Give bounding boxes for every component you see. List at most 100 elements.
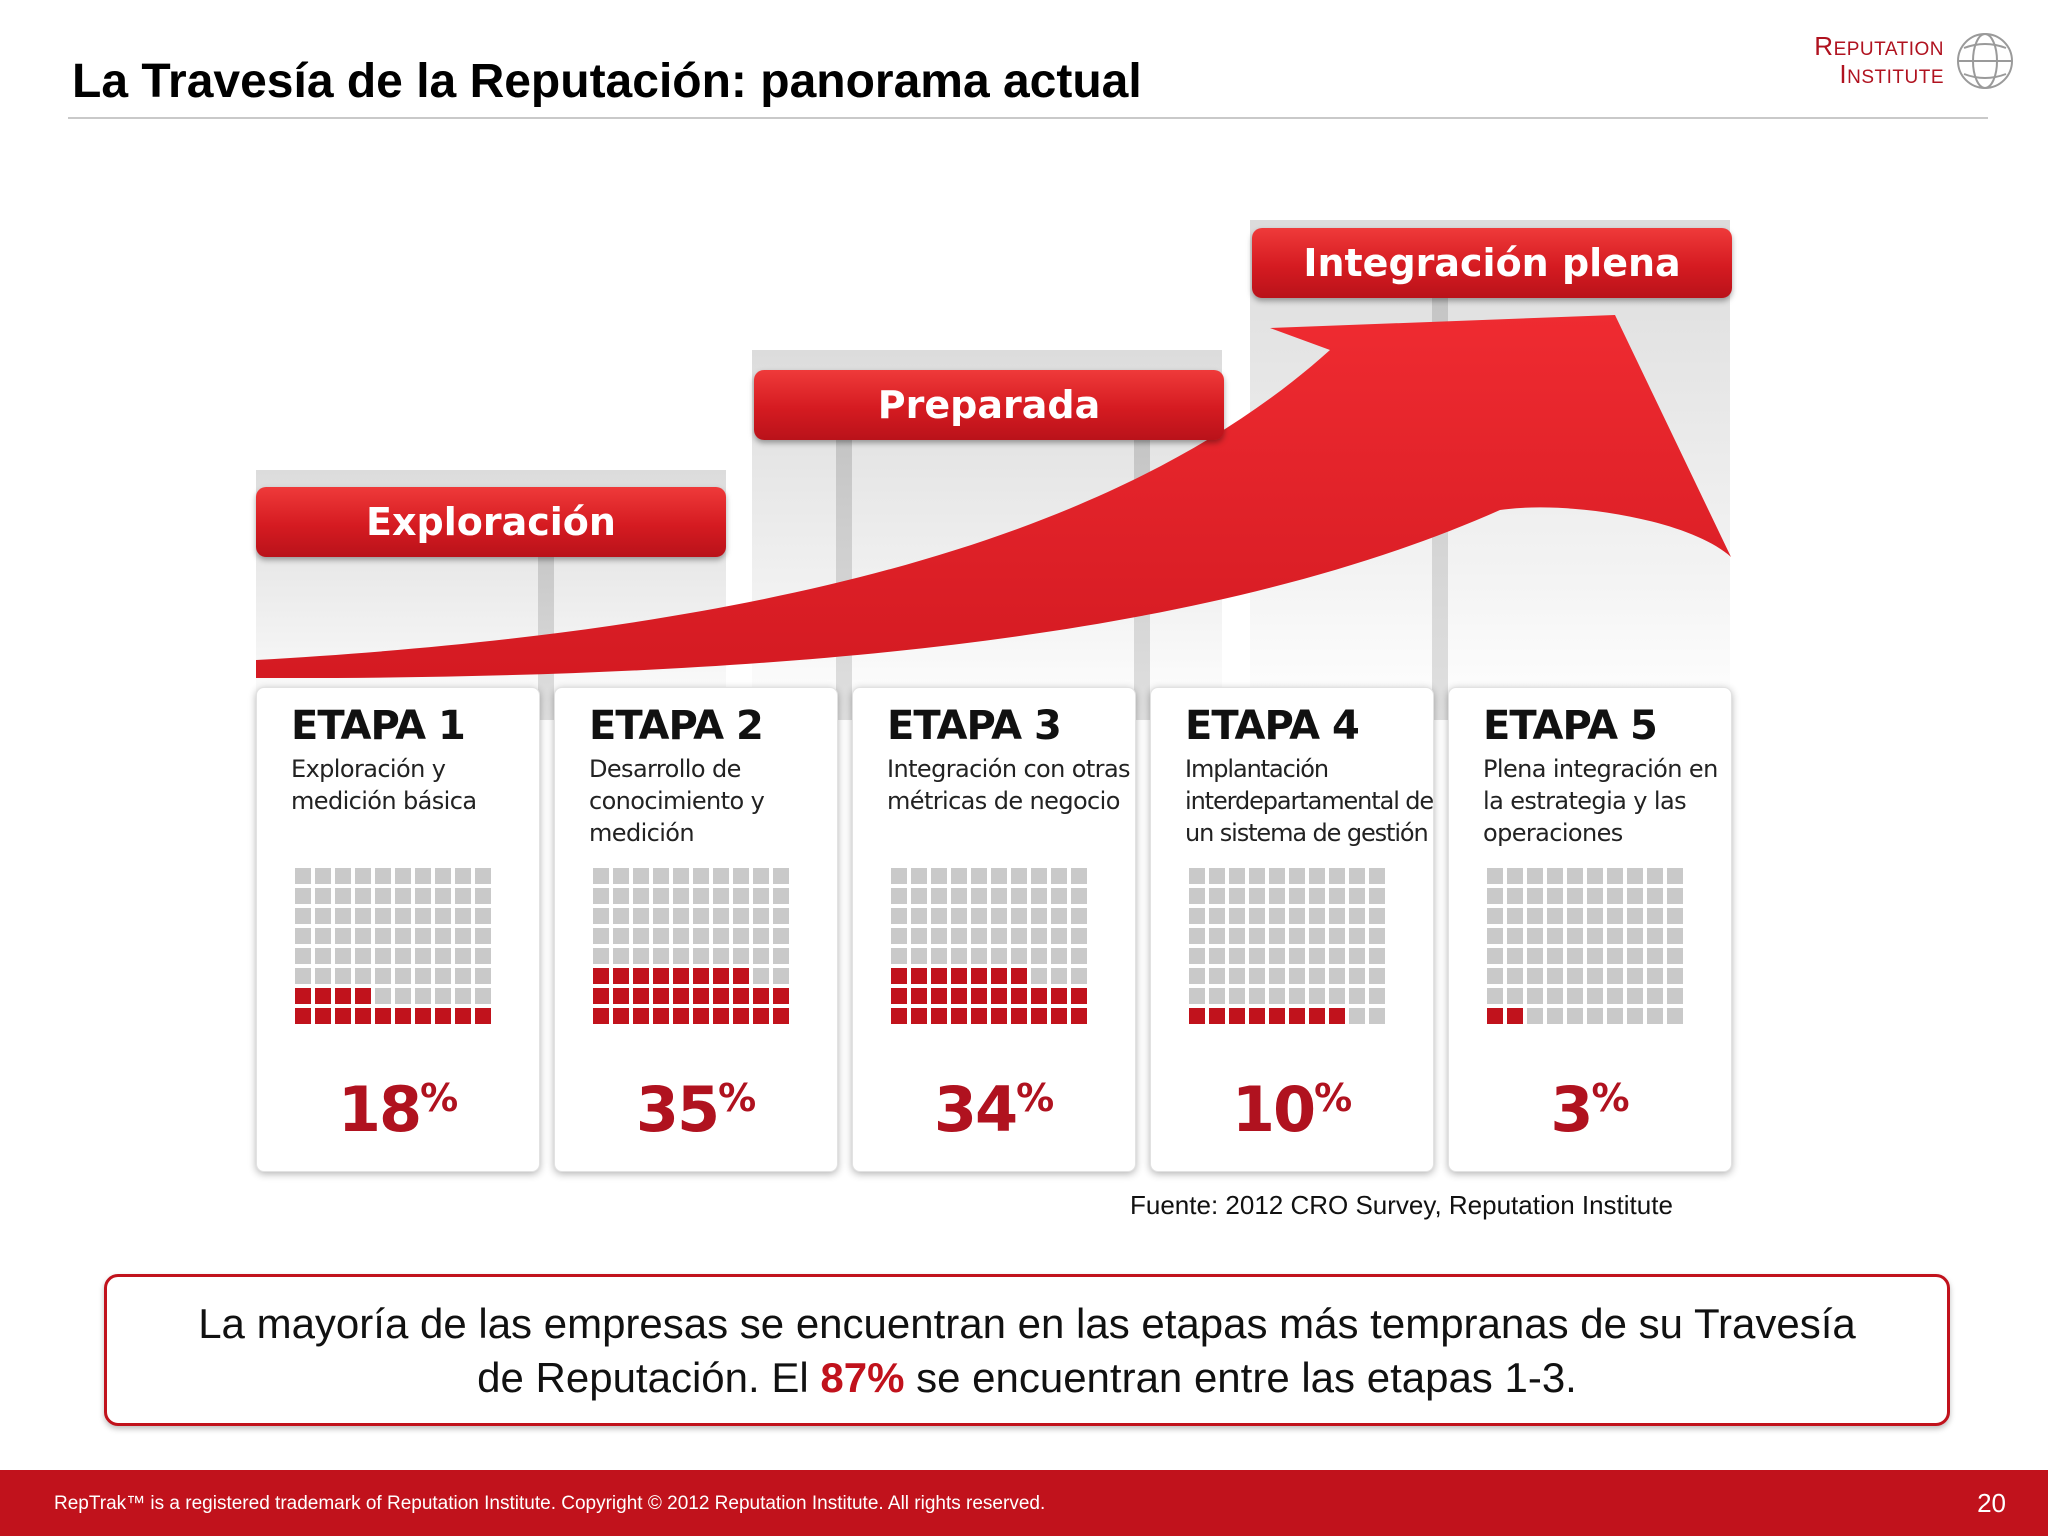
- waffle-cell-empty: [733, 868, 749, 884]
- waffle-cell-empty: [713, 888, 729, 904]
- waffle-cell-empty: [1229, 888, 1245, 904]
- waffle-cell-empty: [891, 888, 907, 904]
- waffle-cell-empty: [1189, 928, 1205, 944]
- stage-description: Implantación interdepartamental de un si…: [1185, 755, 1434, 847]
- waffle-cell-empty: [1547, 888, 1563, 904]
- callout-line-1: La mayoría de las empresas se encuentran…: [198, 1300, 1856, 1347]
- waffle-cell-empty: [1627, 868, 1643, 884]
- waffle-cell-empty: [1667, 888, 1683, 904]
- waffle-cell-empty: [1349, 908, 1365, 924]
- waffle-cell-empty: [1527, 968, 1543, 984]
- percent-sign: %: [718, 1076, 757, 1120]
- waffle-cell-empty: [1229, 928, 1245, 944]
- waffle-cell-empty: [971, 908, 987, 924]
- waffle-cell-empty: [1587, 888, 1603, 904]
- waffle-cell-empty: [1369, 968, 1385, 984]
- waffle-cell-filled: [1269, 1008, 1285, 1024]
- waffle-cell-empty: [593, 888, 609, 904]
- waffle-cell-empty: [1229, 868, 1245, 884]
- waffle-cell-empty: [1289, 928, 1305, 944]
- waffle-cell-empty: [1507, 988, 1523, 1004]
- waffle-cell-empty: [355, 968, 371, 984]
- waffle-cell-empty: [733, 948, 749, 964]
- waffle-cell-empty: [435, 908, 451, 924]
- waffle-cell-filled: [1189, 1008, 1205, 1024]
- waffle-cell-empty: [1011, 908, 1027, 924]
- waffle-cell-empty: [1031, 888, 1047, 904]
- waffle-cell-filled: [673, 988, 689, 1004]
- reputation-journey-infographic: Exploración Preparada Integración plena …: [230, 200, 1750, 1215]
- waffle-cell-empty: [911, 928, 927, 944]
- waffle-cell-empty: [375, 948, 391, 964]
- stage-title: ETAPA 3: [887, 703, 1062, 749]
- waffle-cell-empty: [613, 888, 629, 904]
- waffle-cell-empty: [1349, 888, 1365, 904]
- waffle-cell-empty: [1189, 988, 1205, 1004]
- waffle-cell-empty: [593, 868, 609, 884]
- waffle-cell-empty: [713, 908, 729, 924]
- waffle-cell-empty: [1329, 888, 1345, 904]
- waffle-cell-empty: [1369, 928, 1385, 944]
- waffle-cell-empty: [435, 948, 451, 964]
- waffle-cell-empty: [1547, 868, 1563, 884]
- waffle-cell-filled: [633, 1008, 649, 1024]
- waffle-cell-empty: [1527, 928, 1543, 944]
- waffle-cell-empty: [1587, 948, 1603, 964]
- waffle-cell-empty: [1329, 988, 1345, 1004]
- waffle-cell-filled: [375, 1008, 391, 1024]
- waffle-cell-filled: [335, 988, 351, 1004]
- callout-text-before: de Reputación. El: [477, 1354, 821, 1401]
- waffle-cell-empty: [1051, 948, 1067, 964]
- waffle-cell-filled: [1051, 988, 1067, 1004]
- waffle-cell-empty: [891, 908, 907, 924]
- waffle-cell-filled: [773, 1008, 789, 1024]
- waffle-cell-empty: [1647, 868, 1663, 884]
- waffle-cell-empty: [315, 868, 331, 884]
- waffle-cell-empty: [1189, 868, 1205, 884]
- waffle-cell-empty: [593, 908, 609, 924]
- percent-sign: %: [1591, 1076, 1630, 1120]
- waffle-cell-empty: [475, 908, 491, 924]
- waffle-cell-empty: [713, 868, 729, 884]
- waffle-cell-filled: [1487, 1008, 1503, 1024]
- waffle-cell-empty: [1567, 888, 1583, 904]
- waffle-cell-filled: [713, 1008, 729, 1024]
- waffle-cell-empty: [1209, 948, 1225, 964]
- title-divider: [68, 117, 1988, 119]
- waffle-cell-empty: [653, 948, 669, 964]
- waffle-cell-empty: [733, 888, 749, 904]
- waffle-cell-empty: [931, 868, 947, 884]
- waffle-cell-empty: [1547, 908, 1563, 924]
- waffle-cell-empty: [1209, 988, 1225, 1004]
- stage-card-1: ETAPA 1 Exploración y medición básica 18…: [256, 687, 540, 1172]
- waffle-cell-empty: [1527, 948, 1543, 964]
- waffle-cell-filled: [673, 1008, 689, 1024]
- waffle-cell-empty: [753, 948, 769, 964]
- waffle-cell-empty: [1289, 908, 1305, 924]
- waffle-cell-empty: [1667, 988, 1683, 1004]
- waffle-cell-empty: [753, 868, 769, 884]
- waffle-cell-filled: [613, 1008, 629, 1024]
- percent-sign: %: [1016, 1076, 1055, 1120]
- growth-arrow-icon: [256, 315, 1731, 679]
- waffle-cell-empty: [455, 868, 471, 884]
- stage-percent: 18%: [257, 1073, 539, 1146]
- waffle-cell-filled: [1011, 988, 1027, 1004]
- waffle-cell-empty: [773, 948, 789, 964]
- waffle-cell-empty: [753, 968, 769, 984]
- waffle-cell-empty: [1627, 1008, 1643, 1024]
- waffle-cell-empty: [455, 988, 471, 1004]
- waffle-cell-empty: [991, 908, 1007, 924]
- waffle-cell-empty: [375, 888, 391, 904]
- waffle-cell-filled: [613, 988, 629, 1004]
- waffle-cell-empty: [1329, 948, 1345, 964]
- waffle-cell-empty: [1587, 928, 1603, 944]
- waffle-cell-empty: [1249, 928, 1265, 944]
- waffle-cell-empty: [633, 928, 649, 944]
- percent-value: 18: [337, 1073, 422, 1146]
- globe-icon: [1957, 33, 2013, 89]
- waffle-cell-empty: [1031, 948, 1047, 964]
- stage-description: Exploración y medición básica: [291, 755, 477, 815]
- percent-value: 10: [1231, 1073, 1316, 1146]
- waffle-cell-empty: [753, 888, 769, 904]
